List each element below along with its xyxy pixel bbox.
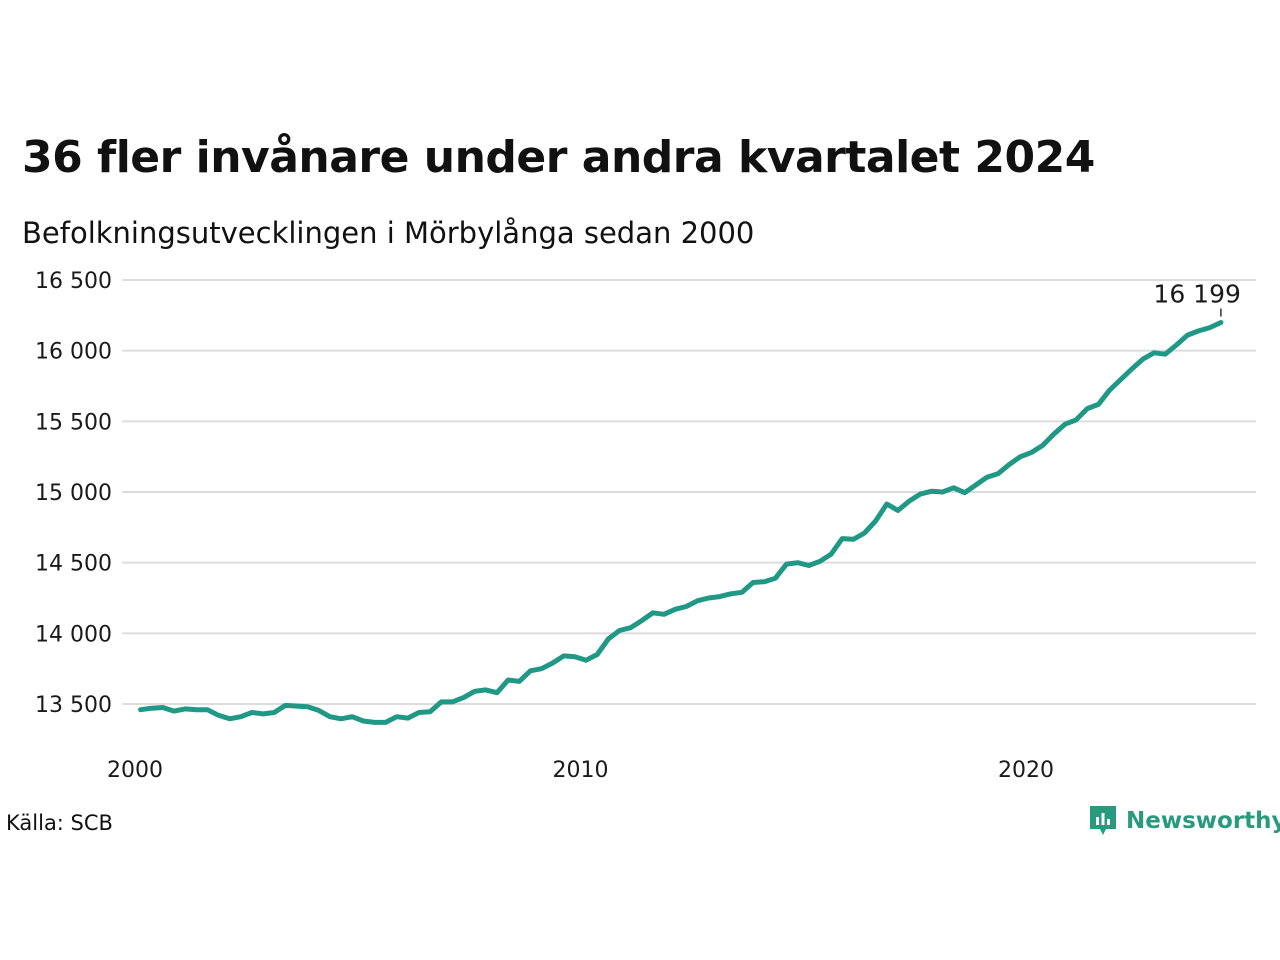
brand-name: Newsworthy — [1126, 808, 1280, 834]
chart-title: 36 fler invånare under andra kvartalet 2… — [22, 132, 1095, 183]
y-tick-label: 15 500 — [35, 410, 112, 435]
y-tick-label: 14 000 — [35, 622, 112, 647]
y-tick-label: 14 500 — [35, 552, 112, 577]
y-tick-label: 16 500 — [35, 269, 112, 294]
y-tick-label: 15 000 — [35, 481, 112, 506]
x-tick-label: 2020 — [998, 758, 1054, 783]
series-population — [138, 320, 1224, 725]
chart-subtitle: Befolkningsutvecklingen i Mörbylånga sed… — [22, 216, 755, 250]
x-tick-label: 2000 — [107, 758, 163, 783]
end-value-annotation: 16 199 — [1153, 280, 1241, 317]
source-note: Källa: SCB — [6, 811, 113, 835]
series-line — [138, 320, 1224, 725]
x-tick-label: 2010 — [553, 758, 609, 783]
x-axis-tick-labels: 2000 2010 2020 — [107, 758, 1054, 783]
y-tick-label: 13 500 — [35, 693, 112, 718]
end-value-label: 16 199 — [1153, 280, 1240, 309]
newsworthy-logo-icon — [1090, 806, 1116, 835]
grid-lines — [122, 279, 1256, 705]
y-tick-label: 16 000 — [35, 340, 112, 365]
y-axis-tick-labels: 13 500 14 000 14 500 15 000 15 500 16 000 16 5… — [35, 269, 112, 718]
newsworthy-brand: Newsworthy — [1088, 804, 1280, 838]
